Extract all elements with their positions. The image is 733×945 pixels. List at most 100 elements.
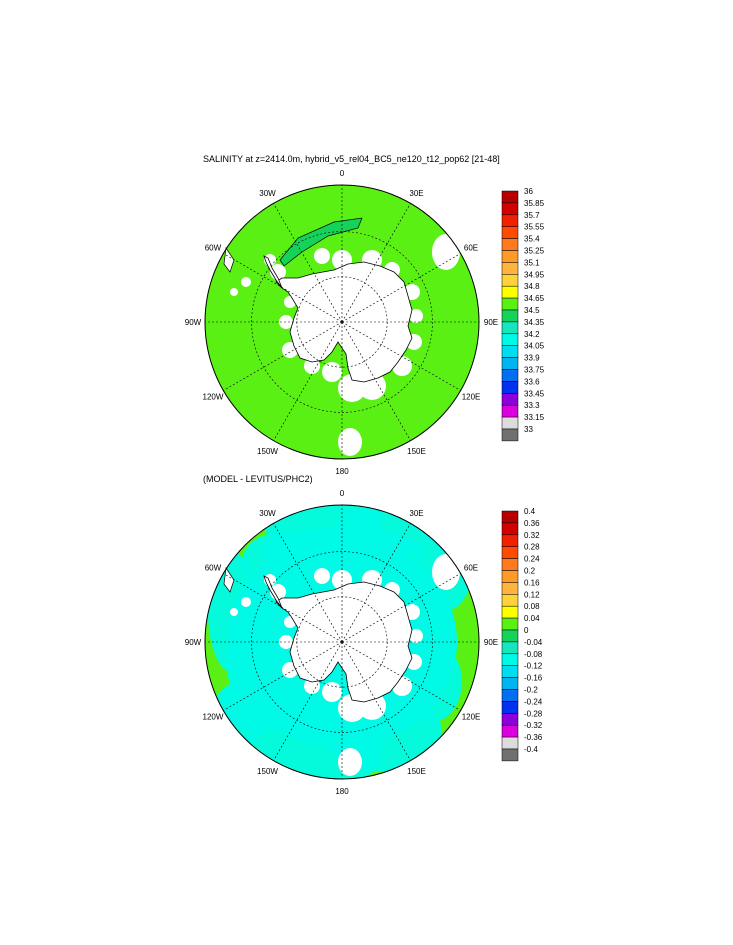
colorbar-swatch [501, 546, 519, 559]
colorbar-swatch [501, 214, 519, 227]
colorbar-label: 0.32 [524, 531, 540, 540]
colorbar-swatch [501, 428, 519, 442]
colorbar-swatch [501, 736, 519, 750]
colorbar-label: 34.05 [524, 342, 545, 351]
colorbar-label: 0.36 [524, 519, 540, 528]
longitude-label: 150W [257, 447, 278, 456]
longitude-label: 180 [335, 467, 349, 476]
longitude-label: 30W [259, 509, 276, 518]
no-data-region [304, 358, 320, 374]
meridian-line [273, 523, 343, 643]
meridian-line [273, 321, 343, 441]
no-data-region [230, 288, 238, 296]
colorbar-swatch [501, 629, 519, 643]
no-data-region [322, 362, 342, 382]
colorbar-label: 34.5 [524, 306, 540, 315]
meridian-line [223, 253, 343, 323]
longitude-label: 0 [340, 489, 345, 498]
colorbar-swatch [501, 416, 519, 430]
colorbar-swatch [501, 381, 519, 394]
no-data-region [338, 748, 362, 776]
meridian-line [341, 203, 411, 323]
colorbar-swatch [501, 510, 519, 524]
no-data-region [230, 608, 238, 616]
colorbar-swatch [501, 285, 519, 299]
colorbar-label: -0.16 [524, 674, 543, 683]
no-data-region [322, 682, 342, 702]
south-america-tip [223, 247, 235, 273]
ridge-region [279, 217, 363, 267]
colorbar-swatch [501, 534, 519, 547]
colorbar-label: -0.36 [524, 733, 543, 742]
colorbar-label: -0.32 [524, 721, 543, 730]
colorbar-label: 35.4 [524, 235, 540, 244]
map-border [204, 184, 480, 460]
no-data-region [314, 568, 330, 584]
longitude-label: 150E [407, 447, 426, 456]
colorbar-swatch [501, 321, 519, 335]
no-data-region [432, 554, 460, 590]
antarctic-peninsula [263, 575, 283, 609]
polar-map-panel-2: 0 30E 60E 90E 120E 150E 180 150W 120W 90W 60W 30W 0.… [185, 489, 543, 796]
colorbar-swatch [501, 238, 519, 251]
colorbar-label: 34.35 [524, 318, 545, 327]
colorbar-swatch [501, 641, 519, 655]
longitude-label: 180 [335, 787, 349, 796]
map-border [204, 504, 480, 780]
colorbar-swatch [501, 262, 519, 275]
colorbar-swatch [501, 689, 519, 702]
longitude-label: 90W [185, 318, 202, 327]
colorbar-label: -0.24 [524, 697, 543, 706]
longitude-label: 90E [484, 318, 498, 327]
colorbar-label: 35.25 [524, 247, 545, 256]
longitude-label: 120E [462, 393, 481, 402]
longitude-label: 90E [484, 638, 498, 647]
meridian-line [341, 321, 411, 441]
colorbar-swatch [501, 393, 519, 406]
no-data-region [314, 248, 330, 264]
colorbar-swatch [501, 369, 519, 382]
colorbar-label: 0 [524, 626, 529, 635]
no-data-region [304, 678, 320, 694]
colorbar-swatch [501, 582, 519, 595]
colorbar-label: 0.08 [524, 602, 540, 611]
colorbar-swatch [501, 226, 519, 239]
longitude-label: 0 [340, 169, 345, 178]
colorbar-label: -0.28 [524, 709, 543, 718]
colorbar-label: 34.65 [524, 294, 545, 303]
no-data-region [409, 309, 423, 323]
colorbar-label: 33.9 [524, 354, 540, 363]
colorbar: 36 35.85 35.7 35.55 35.4 35.25 35.1 34.95 34.8 34… [501, 187, 545, 442]
longitude-label: 120W [203, 393, 224, 402]
colorbar-label: 0.12 [524, 590, 540, 599]
colorbar-label: -0.4 [524, 745, 538, 754]
colorbar-label: 36 [524, 187, 533, 196]
colorbar-label: 33.6 [524, 377, 540, 386]
colorbar-label: 35.85 [524, 199, 545, 208]
colorbar-swatch [501, 677, 519, 690]
longitude-label: 30W [259, 189, 276, 198]
colorbar-swatch [501, 701, 519, 714]
colorbar-swatch [501, 570, 519, 583]
map-title-top: SALINITY at z=2414.0m, hybrid_v5_rel04_B… [203, 154, 500, 164]
meridian-line [341, 253, 461, 323]
meridian-line [223, 321, 343, 391]
colorbar-label: 0.4 [524, 507, 536, 516]
colorbar-swatch [501, 190, 519, 204]
latitude-circle [251, 231, 433, 413]
colorbar-label: 33.15 [524, 413, 545, 422]
colorbar-swatch [501, 724, 519, 738]
colorbar-label: 34.8 [524, 282, 540, 291]
colorbar-label: 0.04 [524, 614, 540, 623]
longitude-label: 150W [257, 767, 278, 776]
colorbar-label: -0.04 [524, 638, 543, 647]
colorbar-swatch [501, 605, 519, 619]
meridian-line [341, 573, 461, 643]
colorbar-swatch [501, 297, 519, 311]
colorbar-swatch [501, 653, 519, 666]
no-data-region [241, 277, 251, 287]
map-title-bottom: (MODEL - LEVITUS/PHC2) [203, 474, 313, 484]
colorbar-swatch [501, 748, 519, 762]
longitude-label: 60W [205, 564, 222, 573]
